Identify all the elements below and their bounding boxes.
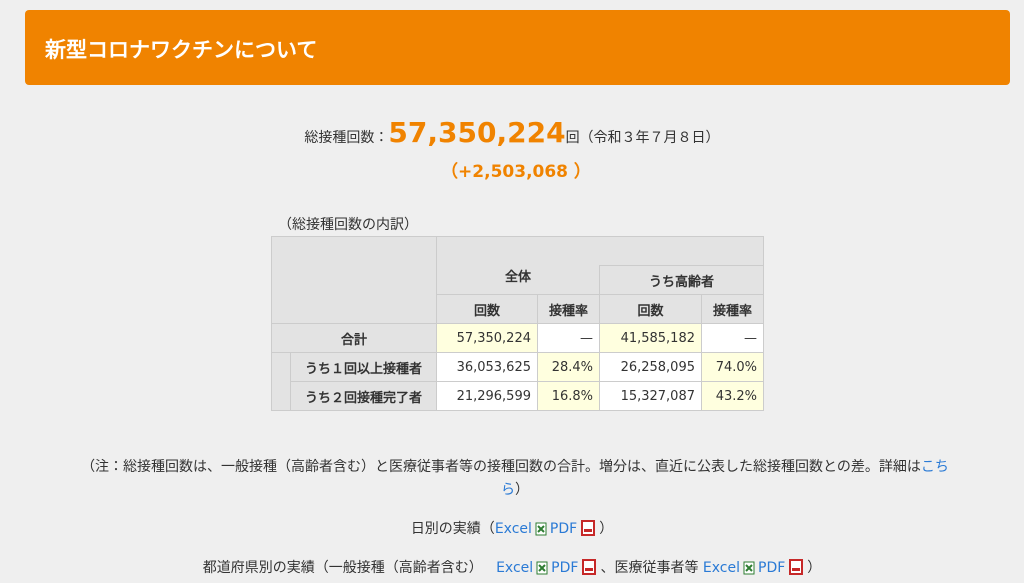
- note: （注：総接種回数は、一般接種（高齢者含む）と医療従事者等の接種回数の合計。増分は…: [80, 456, 950, 502]
- pdf-icon: [789, 559, 804, 575]
- summary-label: 総接種回数：: [304, 130, 389, 146]
- table-caption: （総接種回数の内訳）: [278, 217, 418, 233]
- group-header: うち高齢者: [599, 265, 764, 295]
- note-close: ）: [515, 482, 529, 498]
- table-row: うち２回接種完了者 21,296,599 16.8% 15,327,087 43.2…: [272, 381, 764, 411]
- row-label: 合計: [271, 323, 437, 353]
- header-bar: 新型コロナワクチンについて: [25, 10, 1010, 85]
- column-header: 回数: [599, 294, 702, 324]
- cell: 28.4%: [537, 352, 600, 382]
- cell: 74.0%: [701, 352, 764, 382]
- cell: —: [701, 323, 764, 353]
- column-header: 回数: [436, 294, 538, 324]
- table-row: [271, 236, 764, 324]
- note-text: （注：総接種回数は、一般接種（高齢者含む）と医療従事者等の接種回数の合計。増分は…: [81, 459, 921, 475]
- cell: 26,258,095: [599, 352, 702, 382]
- label: 日別の実績（: [410, 521, 495, 537]
- excel-icon: [743, 561, 755, 575]
- pdf-link[interactable]: PDF: [758, 560, 786, 576]
- row-label: うち２回接種完了者: [290, 381, 437, 411]
- close: ）: [599, 521, 614, 537]
- pdf-link[interactable]: PDF: [551, 560, 579, 576]
- separator: 、医療従事者等: [600, 560, 699, 576]
- cell: 43.2%: [701, 381, 764, 411]
- group-header: 全体: [436, 265, 600, 295]
- table-row: うち１回以上接種者 36,053,625 28.4% 26,258,095 74.0…: [271, 352, 764, 411]
- excel-icon: [536, 561, 548, 575]
- table-corner: [271, 236, 437, 324]
- breakdown-table: 全体 うち高齢者 回数 接種率 回数 接種率 合計 57,350,224— 41,…: [271, 236, 764, 411]
- column-header: 接種率: [701, 294, 764, 324]
- pdf-link[interactable]: PDF: [549, 521, 578, 537]
- excel-link[interactable]: Excel: [702, 560, 740, 576]
- indent: [271, 352, 291, 411]
- excel-link[interactable]: Excel: [494, 521, 532, 537]
- prefecture-line: 都道府県別の実績（一般接種（高齢者含む） Excel PDF 、医療従事者等 Exc…: [0, 557, 1024, 577]
- cell: 15,327,087: [599, 381, 702, 411]
- cell: 41,585,182: [599, 323, 702, 353]
- cell: 21,296,599: [436, 381, 538, 411]
- summary: 総接種回数：57,350,224回（令和３年７月８日）: [0, 116, 1024, 149]
- summary-total: 57,350,224: [388, 116, 566, 149]
- close: ）: [807, 560, 822, 576]
- table-row: 回数 接種率 回数 接種率: [272, 294, 764, 324]
- header-title: 新型コロナワクチンについて: [45, 38, 318, 62]
- link[interactable]: こちら: [501, 459, 949, 498]
- summary-unit-date: 回（令和３年７月８日）: [565, 130, 720, 146]
- daily-line: 日別の実績（Excel PDF ）: [0, 518, 1024, 538]
- summary-increase: （+2,503,068 ）: [441, 162, 591, 182]
- cell: 36,053,625: [436, 352, 538, 382]
- group-header: [436, 236, 764, 266]
- pdf-icon: [582, 559, 597, 575]
- cell: —: [537, 323, 600, 353]
- label: 都道府県別の実績（一般接種（高齢者含む）: [202, 560, 483, 576]
- cell: 16.8%: [537, 381, 600, 411]
- row-label: うち１回以上接種者: [290, 352, 437, 382]
- pdf-icon: [581, 520, 596, 536]
- excel-icon: [535, 522, 547, 536]
- excel-link[interactable]: Excel: [496, 560, 534, 576]
- table-row: 合計 57,350,224— 41,585,182—: [271, 323, 764, 353]
- cell: 57,350,224: [436, 323, 538, 353]
- column-header: 接種率: [537, 294, 600, 324]
